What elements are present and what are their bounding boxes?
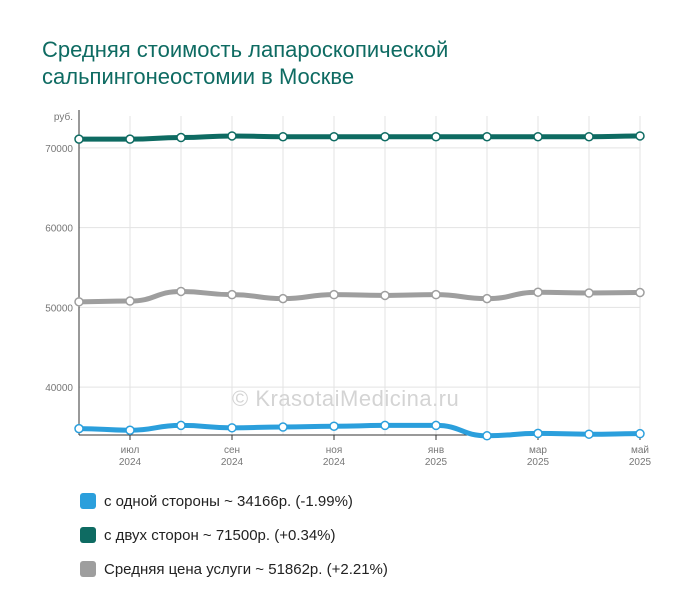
data-point bbox=[125, 296, 135, 306]
chart-title: Средняя стоимость лапароскопической саль… bbox=[42, 36, 662, 90]
data-point bbox=[176, 286, 186, 297]
data-point bbox=[74, 297, 84, 307]
data-point bbox=[482, 131, 492, 142]
x-tick-label-month: ноя bbox=[326, 445, 343, 456]
x-tick-label-year: 2024 bbox=[221, 457, 244, 468]
x-tick-label-year: 2024 bbox=[323, 457, 346, 468]
data-point bbox=[125, 134, 135, 144]
legend-item-average[interactable]: Средняя цена услуги ~ 51862р. (+2.21%) bbox=[80, 552, 388, 586]
data-point bbox=[176, 132, 186, 143]
series-line bbox=[76, 422, 643, 439]
data-point bbox=[380, 290, 390, 301]
data-point bbox=[176, 420, 186, 431]
line-chart: 40000500006000070000руб.июл2024сен2024но… bbox=[45, 110, 652, 468]
x-tick-label-year: 2025 bbox=[425, 457, 448, 468]
y-axis-unit-label: руб. bbox=[54, 111, 73, 123]
legend-label-two-sides: с двух сторон ~ 71500р. (+0.34%) bbox=[104, 526, 336, 544]
watermark: © KrasotaiMedicina.ru bbox=[232, 386, 460, 411]
data-point bbox=[635, 287, 645, 298]
data-point bbox=[431, 131, 441, 142]
y-tick-label: 70000 bbox=[45, 144, 73, 155]
y-tick-label: 50000 bbox=[45, 303, 73, 314]
series-line bbox=[76, 133, 643, 142]
data-point bbox=[431, 289, 441, 300]
data-point bbox=[74, 423, 84, 434]
x-tick-label-month: сен bbox=[224, 445, 240, 456]
data-point bbox=[584, 288, 594, 298]
data-point bbox=[431, 420, 441, 431]
data-point bbox=[227, 131, 237, 141]
x-tick-label-year: 2024 bbox=[119, 457, 142, 468]
data-point bbox=[635, 428, 645, 439]
x-tick-label-year: 2025 bbox=[629, 457, 652, 468]
legend-label-average: Средняя цена услуги ~ 51862р. (+2.21%) bbox=[104, 560, 388, 578]
legend-label-one-side: с одной стороны ~ 34166р. (-1.99%) bbox=[104, 492, 353, 510]
data-point bbox=[125, 425, 135, 435]
data-point bbox=[482, 293, 492, 304]
legend: с одной стороны ~ 34166р. (-1.99%) с дву… bbox=[80, 484, 388, 586]
data-point bbox=[329, 131, 339, 142]
data-point bbox=[533, 287, 543, 297]
data-point bbox=[482, 431, 492, 441]
legend-item-one-side[interactable]: с одной стороны ~ 34166р. (-1.99%) bbox=[80, 484, 388, 518]
data-point bbox=[380, 131, 390, 142]
y-tick-label: 60000 bbox=[45, 224, 73, 235]
chart-title-line-1: Средняя стоимость лапароскопической bbox=[42, 37, 449, 62]
y-tick-label: 40000 bbox=[45, 383, 73, 394]
data-point bbox=[584, 131, 594, 142]
data-point bbox=[329, 289, 339, 300]
legend-swatch-average bbox=[80, 561, 96, 577]
data-point bbox=[278, 293, 288, 304]
data-point bbox=[227, 423, 237, 433]
data-point bbox=[329, 421, 339, 431]
data-point bbox=[533, 131, 543, 142]
data-point bbox=[74, 134, 84, 144]
data-point bbox=[533, 428, 543, 439]
data-point bbox=[227, 289, 237, 300]
chart-title-line-2: сальпингонеостомии в Москве bbox=[42, 64, 355, 89]
x-tick-label-year: 2025 bbox=[527, 457, 550, 468]
legend-swatch-one-side bbox=[80, 493, 96, 509]
series-line bbox=[76, 288, 643, 305]
data-point bbox=[635, 131, 645, 141]
x-tick-label-month: июл bbox=[121, 445, 140, 456]
x-tick-label-month: мар bbox=[529, 445, 547, 456]
data-point bbox=[380, 420, 390, 431]
legend-swatch-two-sides bbox=[80, 527, 96, 543]
x-tick-label-month: май bbox=[631, 445, 649, 456]
data-point bbox=[584, 429, 594, 439]
legend-item-two-sides[interactable]: с двух сторон ~ 71500р. (+0.34%) bbox=[80, 518, 388, 552]
data-point bbox=[278, 131, 288, 142]
x-tick-label-month: янв bbox=[428, 445, 444, 456]
data-point bbox=[278, 422, 288, 432]
